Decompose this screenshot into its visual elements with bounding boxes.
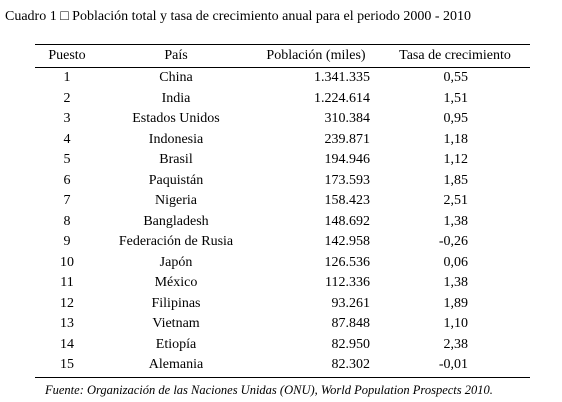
cell: 0,55 (443, 70, 469, 85)
cell: 194.946 (324, 152, 371, 167)
cell: 1,89 (443, 295, 469, 311)
header-cell: Tasa de crecimiento (399, 48, 511, 63)
cell: India (161, 90, 191, 106)
cell: 1 (63, 70, 71, 85)
header-cell: Puesto (48, 48, 86, 63)
cell: 7 (63, 193, 71, 208)
cell: 3 (63, 111, 71, 126)
cell: 148.692 (324, 213, 371, 229)
cell: 173.593 (324, 172, 371, 188)
cell: 8 (63, 213, 71, 229)
cell: 11 (60, 275, 74, 290)
title: Cuadro 1 □ Población total y tasa de cre… (5, 9, 472, 24)
cell: -0,26 (438, 234, 468, 249)
cell: Nigeria (155, 193, 197, 208)
cell: Vietnam (152, 316, 200, 331)
cell: Federación de Rusia (118, 234, 234, 249)
cell: Estados Unidos (132, 111, 220, 126)
cell: 1.341.335 (314, 70, 370, 85)
cell: Brasil (159, 152, 193, 167)
cell: Etiopía (155, 336, 197, 352)
bottom-rule (35, 377, 530, 378)
cell: 1,18 (443, 131, 469, 147)
cell: 6 (63, 172, 71, 188)
cell: Japón (159, 254, 193, 270)
cell: 82.950 (331, 336, 371, 352)
cell: 112.336 (325, 275, 370, 290)
cell: 0,95 (443, 111, 469, 126)
cell: 14 (60, 336, 74, 352)
cell: Alemania (148, 357, 204, 372)
cell: 4 (63, 131, 71, 147)
cell: México (154, 275, 198, 290)
cell: 1,85 (443, 172, 469, 188)
cell: 1,51 (443, 90, 469, 106)
cell: 126.536 (324, 254, 371, 270)
cell: Filipinas (151, 295, 201, 311)
cell: Indonesia (148, 131, 204, 147)
cell: 310.384 (324, 111, 371, 126)
cell: 2 (63, 90, 71, 106)
cell: 2,51 (443, 193, 469, 208)
cell: -0,01 (438, 357, 468, 372)
cell: 158.423 (324, 193, 371, 208)
cell: Bangladesh (143, 213, 209, 229)
cell: 93.261 (331, 295, 371, 311)
footnote: Fuente: Organización de las Naciones Uni… (45, 383, 493, 397)
cell: 1,10 (443, 316, 469, 331)
header-cell: País (164, 48, 188, 63)
cell: 1,38 (443, 275, 469, 290)
cell: 1.224.614 (314, 90, 370, 106)
cell: China (159, 70, 193, 85)
cell: 0,06 (443, 254, 469, 270)
cell: 5 (63, 152, 71, 167)
cell: 13 (60, 316, 74, 331)
cell: 82.302 (331, 357, 371, 372)
top-rule (35, 44, 530, 45)
cell: 87.848 (331, 316, 371, 331)
cell: Paquistán (148, 172, 204, 188)
cell: 10 (60, 254, 74, 270)
cell: 239.871 (324, 131, 371, 147)
cell: 2,38 (443, 336, 469, 352)
header-cell: Población (miles) (266, 48, 366, 63)
cell: 9 (63, 234, 71, 249)
cell: 15 (60, 357, 74, 372)
cell: 1,38 (443, 213, 469, 229)
cell: 12 (60, 295, 74, 311)
header-rule (35, 67, 530, 68)
cell: 1,12 (443, 152, 469, 167)
cell: 142.958 (324, 234, 371, 249)
